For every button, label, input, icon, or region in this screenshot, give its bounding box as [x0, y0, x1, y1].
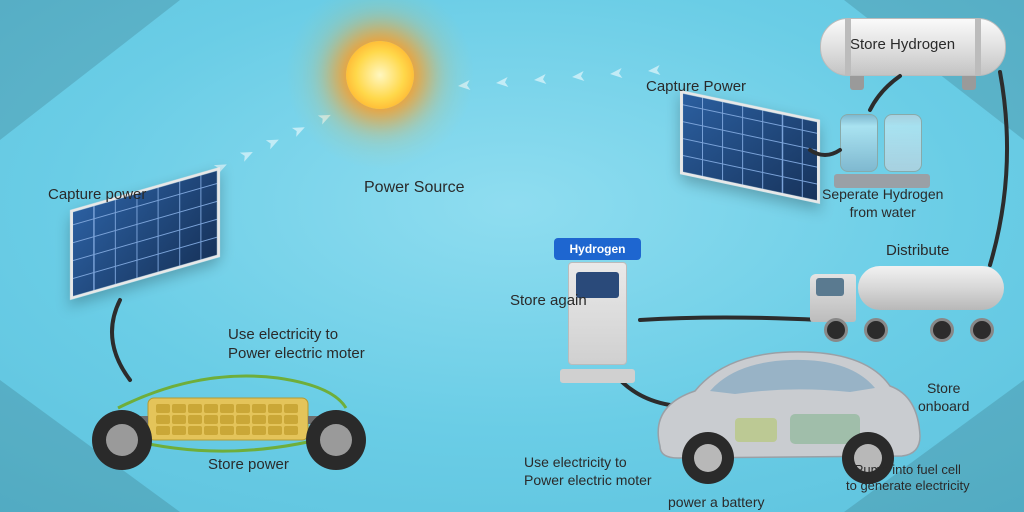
- tanker-truck-icon: [810, 256, 1010, 342]
- hydrogen-pump-sign: Hydrogen: [554, 238, 641, 260]
- hydrogen-sign-text: Hydrogen: [569, 242, 625, 256]
- label-power-battery: power a battery: [668, 494, 765, 512]
- label-capture-power-left: Capture power: [48, 186, 146, 205]
- label-capture-power-right: Capture Power: [646, 78, 746, 97]
- label-store-power: Store power: [208, 456, 289, 475]
- label-distribute: Distribute: [886, 242, 949, 261]
- label-use-electricity-left: Use electricity to Power electric moter: [228, 326, 365, 364]
- infographic-canvas: Hydrogen Power Source Capture power Capt…: [0, 0, 1024, 512]
- label-use-electricity-right: Use electricity to Power electric moter: [524, 454, 652, 489]
- label-store-hydrogen: Store Hydrogen: [850, 36, 955, 55]
- label-power-source: Power Source: [364, 178, 465, 198]
- label-store-again: Store again: [510, 292, 587, 311]
- label-separate-hydrogen: Seperate Hydrogen from water: [822, 186, 943, 221]
- label-store-onboard: Store onboard: [918, 380, 969, 415]
- label-pump-fuel-cell: Pump into fuel cell to generate electric…: [846, 462, 970, 495]
